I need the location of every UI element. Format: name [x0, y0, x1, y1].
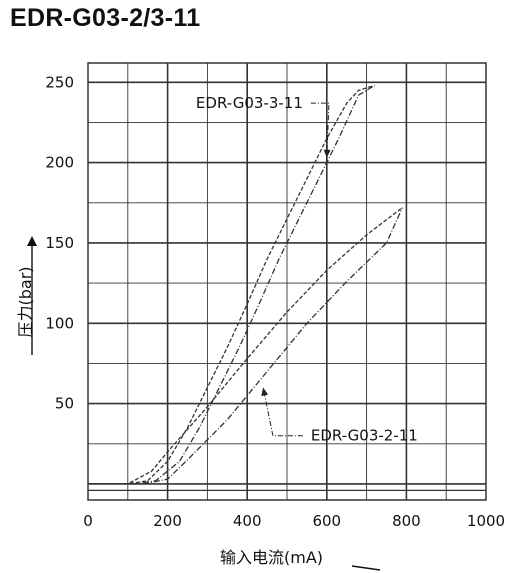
x-tick-label: 600: [312, 512, 341, 530]
series-line-down: [88, 207, 403, 485]
series-line-down: [88, 84, 375, 485]
x-tick-label: 200: [153, 512, 182, 530]
x-tick-label: 0: [83, 512, 93, 530]
x-tick-label: 1000: [467, 512, 505, 530]
y-axis-label: 压力(bar): [16, 266, 35, 338]
x-tick-label: 800: [392, 512, 421, 530]
y-tick-label: 150: [45, 234, 74, 252]
y-tick-label: 200: [45, 154, 74, 172]
x-axis-arrow: [351, 565, 381, 571]
y-tick-label: 100: [45, 314, 74, 332]
series-label: EDR-G03-2-11: [311, 427, 418, 445]
y-tick-label: 50: [55, 395, 74, 413]
series-leader-line: [310, 102, 330, 158]
chart-title: EDR-G03-2/3-11: [10, 4, 201, 32]
x-axis-label: 输入电流(mA): [220, 548, 324, 567]
series-label: EDR-G03-3-11: [196, 94, 303, 112]
y-tick-label: 250: [45, 73, 74, 91]
x-tick-label: 400: [233, 512, 262, 530]
series-line-up: [88, 207, 403, 485]
y-axis-arrow-head: [27, 236, 37, 246]
series-leader-arrowhead: [323, 149, 331, 158]
series-leader-line: [262, 387, 303, 437]
series-line-up: [88, 84, 375, 485]
series-leader-arrowhead: [261, 387, 269, 397]
